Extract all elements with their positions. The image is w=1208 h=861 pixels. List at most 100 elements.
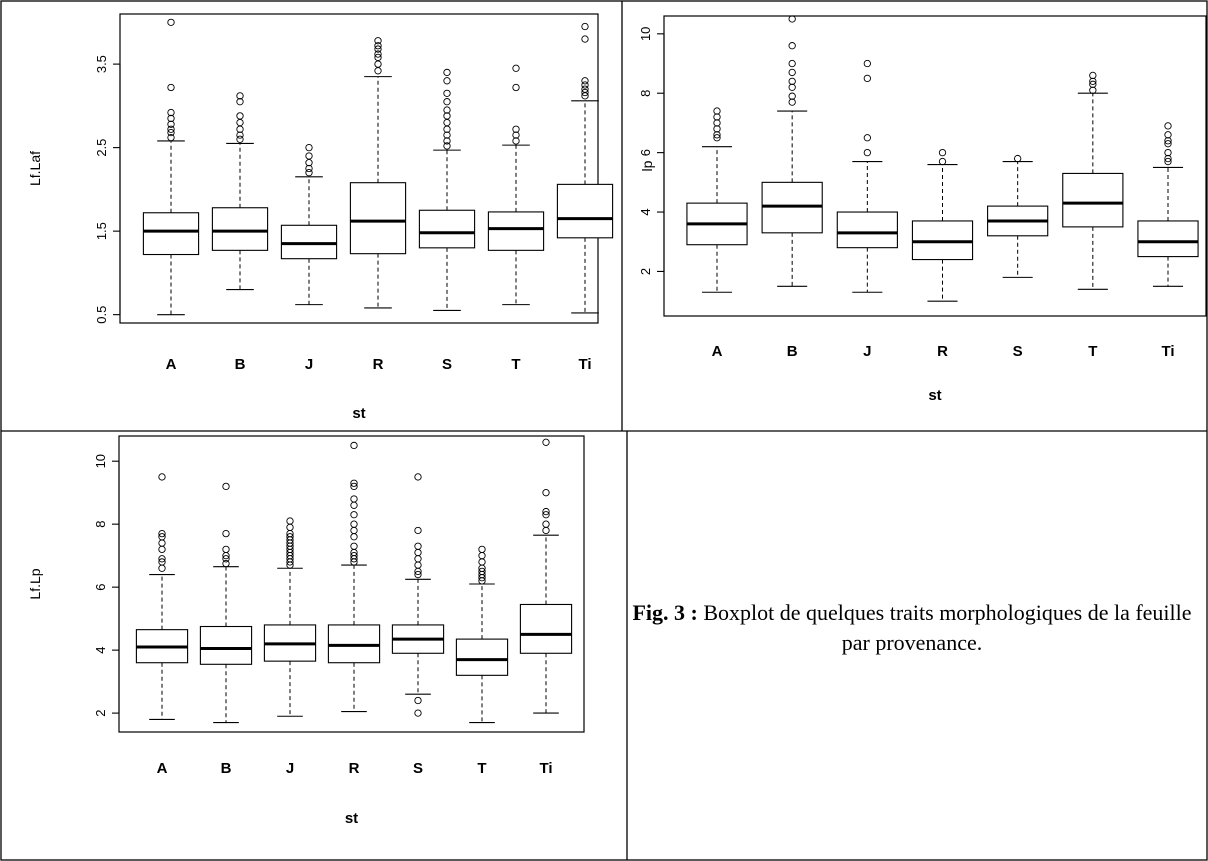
outlier-point	[158, 529, 166, 538]
x-tick-label: R	[349, 760, 360, 777]
y-tick-label: 2	[93, 709, 108, 716]
outlier-point	[350, 542, 358, 550]
x-tick-label: T	[511, 356, 520, 373]
plot-area	[119, 13, 599, 324]
outlier-point	[158, 539, 166, 547]
outlier-point	[443, 131, 451, 139]
y-axis-label: Lf.Lp	[27, 568, 43, 599]
outlier-point	[305, 152, 313, 160]
outlier-point	[938, 148, 947, 157]
outlier-point	[1089, 86, 1097, 94]
outlier-point	[286, 517, 294, 525]
y-tick-label: 10	[93, 454, 108, 468]
outlier-point	[414, 555, 422, 563]
outlier-point	[350, 495, 358, 503]
outlier-point	[581, 81, 589, 89]
outlier-point	[788, 83, 796, 91]
outlier-point	[350, 526, 358, 535]
plot-area	[118, 435, 585, 733]
box-iqr	[836, 211, 898, 249]
outlier-point	[305, 164, 313, 173]
box-iqr	[1137, 220, 1199, 258]
outlier-point	[158, 533, 166, 541]
outlier-point	[222, 559, 230, 568]
outlier-point	[1014, 154, 1022, 163]
y-tick-label: 2.5	[94, 139, 109, 157]
x-tick-label: R	[373, 356, 384, 373]
outlier-point	[1089, 77, 1097, 85]
outlier-point	[222, 529, 230, 538]
outlier-point	[581, 35, 589, 43]
y-tick-label: 0.5	[94, 306, 109, 324]
outlier-point	[236, 112, 244, 120]
outlier-point	[158, 558, 166, 566]
x-tick-label: B	[235, 356, 246, 373]
outlier-point	[542, 526, 550, 535]
outlier-point	[512, 83, 520, 92]
outlier-point	[167, 114, 175, 123]
outlier-point	[350, 501, 358, 509]
outlier-point	[350, 482, 358, 491]
y-tick-label: 6	[93, 584, 108, 591]
y-tick-label: 3.5	[94, 55, 109, 73]
outlier-point	[1164, 137, 1172, 145]
outlier-point	[713, 113, 721, 121]
outlier-point	[167, 18, 175, 27]
y-tick-label: 2	[638, 268, 653, 275]
x-axis-label: st	[928, 387, 941, 404]
box-iqr	[487, 211, 545, 251]
x-tick-label: B	[221, 760, 232, 777]
outlier-point	[788, 59, 796, 68]
outlier-point	[167, 133, 175, 142]
y-tick-label: 4	[638, 208, 653, 215]
outlier-point	[478, 552, 486, 560]
outlier-point	[350, 533, 358, 541]
outlier-point	[374, 50, 382, 58]
outlier-point	[286, 523, 294, 531]
outlier-point	[374, 53, 382, 62]
outlier-point	[788, 77, 796, 85]
outlier-point	[1164, 157, 1172, 166]
outlier-point	[542, 507, 550, 516]
outlier-point	[305, 169, 313, 177]
x-tick-label: S	[442, 356, 452, 373]
box-iqr	[142, 212, 200, 256]
outlier-point	[938, 157, 947, 166]
outlier-point	[788, 68, 796, 77]
box-iqr	[211, 207, 269, 251]
outlier-point	[414, 570, 422, 579]
outlier-point	[158, 564, 166, 572]
outlier-point	[512, 131, 520, 139]
y-tick-label: 8	[638, 90, 653, 97]
outlier-point	[1164, 122, 1172, 130]
outlier-point	[286, 533, 294, 541]
outlier-point	[167, 128, 175, 137]
x-tick-label: J	[286, 760, 294, 777]
x-tick-label: T	[477, 760, 486, 777]
outlier-point	[542, 511, 550, 519]
outlier-point	[236, 98, 244, 106]
x-tick-label: T	[1088, 343, 1097, 360]
outlier-point	[414, 696, 422, 705]
y-axis-label: lp	[639, 160, 655, 171]
outlier-point	[222, 545, 230, 554]
outlier-point	[158, 555, 166, 563]
outlier-point	[158, 473, 166, 481]
x-tick-label: J	[863, 343, 871, 360]
x-axis-label: st	[352, 405, 365, 422]
outlier-point	[414, 709, 422, 717]
outlier-point	[236, 135, 244, 143]
outlier-point	[863, 134, 871, 142]
box-iqr	[519, 603, 573, 654]
y-tick-label: 6	[638, 149, 653, 156]
outlier-point	[1164, 148, 1172, 157]
x-tick-label: A	[157, 760, 168, 777]
outlier-point	[443, 112, 451, 120]
boxplot-lf-lp: 2 4 6 8 10 Lf.Lp A B J R S T Ti st	[27, 435, 585, 827]
outlier-point	[713, 131, 721, 139]
outlier-point	[478, 567, 486, 576]
outlier-point	[443, 77, 451, 85]
outlier-point	[374, 60, 382, 68]
figure-caption: Fig. 3 : Boxplot de quelques traits morp…	[632, 598, 1192, 658]
